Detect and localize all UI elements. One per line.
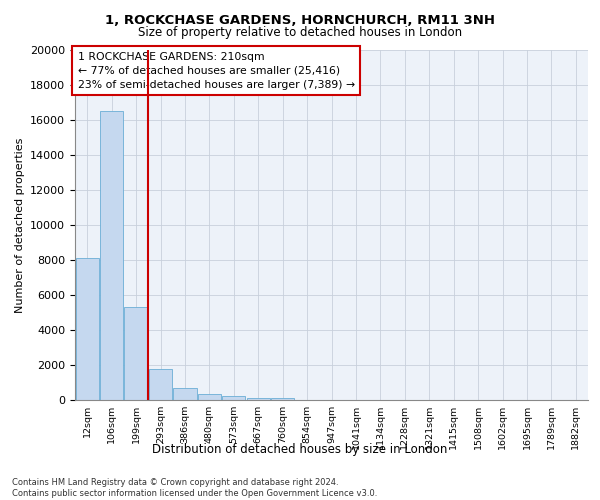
Text: Distribution of detached houses by size in London: Distribution of detached houses by size … — [152, 442, 448, 456]
Bar — [124, 307, 148, 400]
Bar — [173, 388, 197, 400]
Bar — [149, 370, 172, 400]
Bar — [76, 258, 99, 400]
Text: Size of property relative to detached houses in London: Size of property relative to detached ho… — [138, 26, 462, 39]
Text: 1 ROCKCHASE GARDENS: 210sqm
← 77% of detached houses are smaller (25,416)
23% of: 1 ROCKCHASE GARDENS: 210sqm ← 77% of det… — [77, 52, 355, 90]
Text: Contains HM Land Registry data © Crown copyright and database right 2024.
Contai: Contains HM Land Registry data © Crown c… — [12, 478, 377, 498]
Bar — [198, 394, 221, 400]
Y-axis label: Number of detached properties: Number of detached properties — [14, 138, 25, 312]
Bar — [247, 398, 270, 400]
Bar — [100, 112, 123, 400]
Bar — [271, 398, 294, 400]
Bar — [222, 396, 245, 400]
Text: 1, ROCKCHASE GARDENS, HORNCHURCH, RM11 3NH: 1, ROCKCHASE GARDENS, HORNCHURCH, RM11 3… — [105, 14, 495, 27]
